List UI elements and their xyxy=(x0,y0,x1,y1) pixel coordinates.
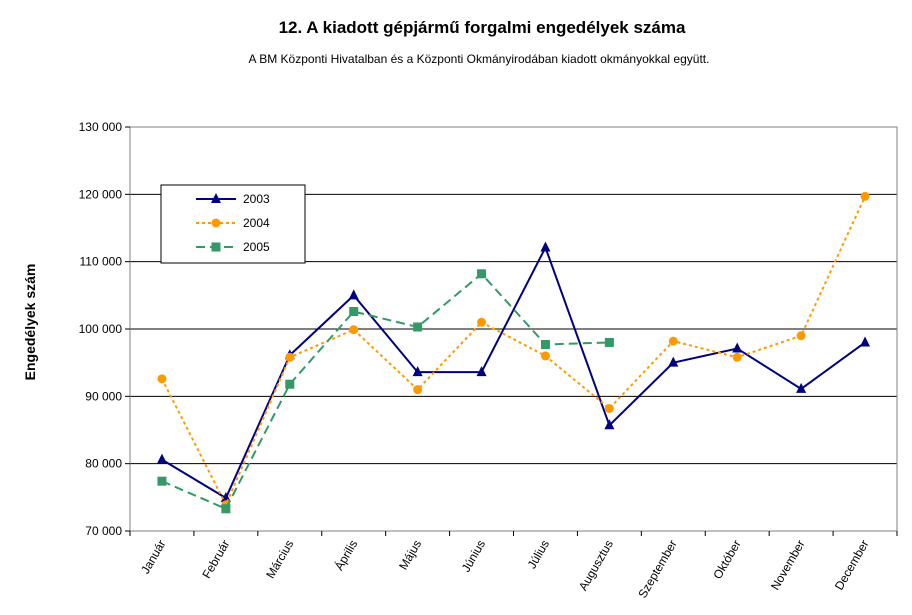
y-tick-label: 100 000 xyxy=(79,322,123,336)
data-point-2004 xyxy=(668,336,678,346)
x-tick-label: Január xyxy=(138,538,168,577)
legend-marker xyxy=(211,242,221,252)
x-tick-label: Június xyxy=(459,538,488,575)
data-point-2003 xyxy=(668,356,679,367)
data-point-2003 xyxy=(220,492,231,503)
data-point-2003 xyxy=(348,289,359,300)
data-point-2004 xyxy=(157,374,167,384)
x-tick-label: Február xyxy=(199,538,232,581)
series-line-2003 xyxy=(161,245,866,500)
data-point-2004 xyxy=(540,351,550,361)
data-point-2004 xyxy=(860,191,870,201)
series-line-2005 xyxy=(161,272,610,511)
chart-title: 12. A kiadott gépjármű forgalmi engedély… xyxy=(278,18,686,37)
data-point-2004 xyxy=(349,325,359,335)
data-point-2003 xyxy=(604,419,615,430)
legend-item-2005: 2005 xyxy=(196,240,270,254)
y-tick-label: 120 000 xyxy=(79,187,123,201)
y-tick-label: 70 000 xyxy=(85,524,122,538)
x-tick-label: Október xyxy=(710,537,743,581)
x-tick-label: Március xyxy=(263,538,296,581)
data-point-2005 xyxy=(540,339,550,349)
y-tick-label: 130 000 xyxy=(79,120,123,134)
x-tick-label: Augusztus xyxy=(576,538,616,594)
data-point-2003 xyxy=(732,342,743,353)
data-point-2005 xyxy=(477,269,487,279)
x-axis-ticks: Január Február Március Április Május Június Jú… xyxy=(129,531,898,601)
y-axis-label: Engedélyek szám xyxy=(22,264,38,381)
data-point-2004 xyxy=(477,317,487,327)
x-tick-label: December xyxy=(832,538,872,593)
legend-label: 2003 xyxy=(243,192,270,206)
data-point-2004 xyxy=(413,385,423,395)
legend-marker xyxy=(211,218,221,228)
series-layer xyxy=(156,191,871,514)
legend-item-2003: 2003 xyxy=(196,192,270,206)
data-point-2003 xyxy=(796,382,807,393)
data-point-2005 xyxy=(413,322,423,332)
data-point-2003 xyxy=(860,336,871,347)
data-point-2004 xyxy=(732,352,742,362)
y-axis-ticks: 70 000 80 000 90 000 100 000 110 000 120 000 1… xyxy=(79,120,130,538)
legend-label: 2004 xyxy=(243,216,270,230)
legend: 2003 2004 2005 xyxy=(160,184,306,264)
data-point-2003 xyxy=(156,453,167,464)
data-point-2005 xyxy=(604,337,614,347)
series-line-2004 xyxy=(161,195,866,508)
data-point-2005 xyxy=(221,504,231,514)
data-point-2004 xyxy=(796,331,806,341)
data-point-2005 xyxy=(157,476,167,486)
x-tick-label: Július xyxy=(525,538,552,572)
legend-label: 2005 xyxy=(243,240,270,254)
legend-marker xyxy=(211,193,221,203)
chart-subtitle: A BM Központi Hivatalban és a Központi O… xyxy=(248,52,710,66)
data-point-2003 xyxy=(412,366,423,377)
x-tick-label: Május xyxy=(396,538,424,573)
data-point-2004 xyxy=(604,403,614,413)
y-tick-label: 80 000 xyxy=(85,457,122,471)
series-2005 xyxy=(157,269,614,514)
series-2004 xyxy=(157,191,870,510)
x-tick-label: November xyxy=(768,538,808,593)
x-tick-label: Április xyxy=(331,537,360,573)
y-tick-label: 110 000 xyxy=(80,255,123,269)
y-tick-label: 90 000 xyxy=(85,389,122,403)
data-point-2005 xyxy=(349,306,359,316)
series-2003 xyxy=(156,241,871,503)
legend-item-2004: 2004 xyxy=(196,216,270,230)
data-point-2003 xyxy=(476,366,487,377)
data-point-2003 xyxy=(540,241,551,252)
x-tick-label: Szeptember xyxy=(635,538,679,601)
data-point-2004 xyxy=(285,352,295,362)
data-point-2005 xyxy=(285,379,295,389)
